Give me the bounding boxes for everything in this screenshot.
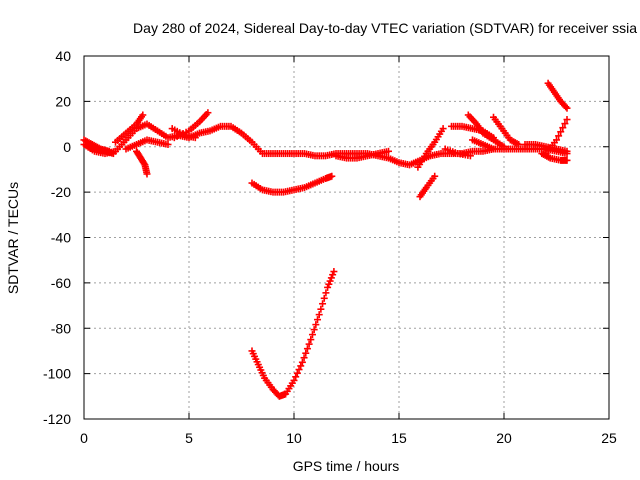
data-point <box>292 373 300 381</box>
data-point <box>297 362 305 370</box>
series-arc-21 <box>332 147 392 162</box>
series-arc-19 <box>538 150 571 164</box>
data-marks <box>80 79 571 400</box>
data-point <box>557 128 565 136</box>
data-point <box>328 172 336 180</box>
data-point <box>563 116 571 124</box>
data-point <box>322 289 330 297</box>
y-tick-label: 20 <box>55 93 71 109</box>
data-point <box>191 134 199 142</box>
y-tick-label: -20 <box>51 184 71 200</box>
series-arc-11 <box>441 145 474 160</box>
series-arc-9 <box>416 172 439 201</box>
data-point <box>563 104 571 112</box>
data-point <box>204 109 212 117</box>
data-point <box>555 132 563 140</box>
data-point <box>312 321 320 329</box>
data-point <box>315 311 323 319</box>
data-point <box>324 283 332 291</box>
data-point <box>319 300 327 308</box>
x-tick-label: 15 <box>391 430 407 446</box>
data-point <box>466 152 474 160</box>
data-point <box>329 271 337 279</box>
data-point <box>140 160 148 168</box>
x-tick-label: 25 <box>601 430 617 446</box>
chart-title: Day 280 of 2024, Sidereal Day-to-day VTE… <box>133 20 637 36</box>
data-point <box>562 103 570 111</box>
x-tick-label: 20 <box>496 430 512 446</box>
x-axis-label: GPS time / hours <box>293 458 400 474</box>
data-point <box>563 147 571 155</box>
y-tick-label: -60 <box>51 275 71 291</box>
data-point <box>327 274 335 282</box>
y-tick-label: -100 <box>43 366 71 382</box>
series-arc-20 <box>84 143 117 158</box>
data-point <box>314 316 322 324</box>
data-point <box>139 111 147 119</box>
y-tick-labels: -120 -100 -80 -60 -40 -20 0 20 40 <box>43 48 71 427</box>
y-axis-label: SDTVAR / TECUs <box>5 182 21 294</box>
series-arc-4 <box>122 136 172 153</box>
data-point <box>561 120 569 128</box>
series-arc-7 <box>248 172 336 196</box>
data-point <box>515 140 523 148</box>
data-point <box>302 349 310 357</box>
data-point <box>431 172 439 180</box>
series-arc-8 <box>248 268 338 400</box>
data-point <box>308 331 316 339</box>
data-point <box>305 340 313 348</box>
x-tick-label: 0 <box>80 430 88 446</box>
data-point <box>553 136 560 144</box>
data-point <box>300 354 308 362</box>
series-arc-16 <box>521 140 571 155</box>
data-point <box>563 156 571 164</box>
data-point <box>164 140 172 148</box>
x-tick-labels: 0 5 10 15 20 25 <box>80 430 617 446</box>
data-point <box>109 150 117 158</box>
data-point <box>310 326 318 334</box>
data-point <box>317 305 325 313</box>
data-point <box>290 376 298 384</box>
series-arc-14 <box>469 136 497 153</box>
data-point <box>326 277 334 285</box>
series-arc-13 <box>464 111 508 151</box>
series-arc-6 <box>170 109 212 142</box>
series-arc-17 <box>544 79 571 112</box>
x-tick-label: 10 <box>286 430 302 446</box>
data-point <box>320 294 328 302</box>
data-point <box>143 170 151 178</box>
x-tick-label: 5 <box>185 430 193 446</box>
series-arc-3 <box>133 147 151 178</box>
data-point <box>293 369 301 377</box>
y-tick-label: 0 <box>63 139 71 155</box>
y-tick-label: 40 <box>55 48 71 64</box>
data-point <box>298 358 306 366</box>
series-arc-2 <box>112 111 147 146</box>
data-point <box>303 345 311 353</box>
data-point <box>500 143 508 151</box>
y-tick-label: -80 <box>51 320 71 336</box>
grid <box>84 56 609 419</box>
data-point <box>325 280 333 288</box>
data-point <box>295 366 303 374</box>
data-point <box>330 268 338 276</box>
data-point <box>439 125 447 133</box>
y-tick-label: -40 <box>51 230 71 246</box>
series-arc-15 <box>490 113 523 148</box>
data-point <box>490 145 497 153</box>
series-arc-10 <box>414 125 447 171</box>
y-tick-label: -120 <box>43 411 71 427</box>
data-point <box>559 124 567 132</box>
data-point <box>307 336 315 344</box>
data-point <box>385 147 392 155</box>
